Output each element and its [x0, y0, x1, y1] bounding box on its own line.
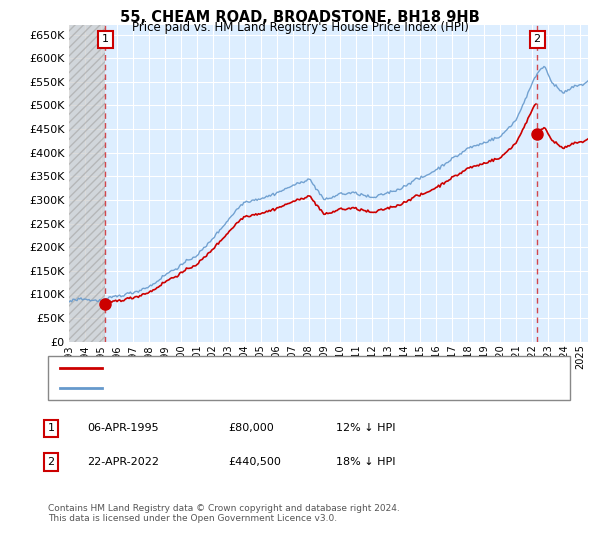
- Text: 55, CHEAM ROAD, BROADSTONE, BH18 9HB (detached house): 55, CHEAM ROAD, BROADSTONE, BH18 9HB (de…: [111, 363, 436, 373]
- Text: 12% ↓ HPI: 12% ↓ HPI: [336, 423, 395, 433]
- Text: 55, CHEAM ROAD, BROADSTONE, BH18 9HB: 55, CHEAM ROAD, BROADSTONE, BH18 9HB: [120, 10, 480, 25]
- Text: £80,000: £80,000: [228, 423, 274, 433]
- Text: Contains HM Land Registry data © Crown copyright and database right 2024.
This d: Contains HM Land Registry data © Crown c…: [48, 504, 400, 524]
- Text: 2: 2: [533, 34, 541, 44]
- Text: 18% ↓ HPI: 18% ↓ HPI: [336, 457, 395, 467]
- Text: 1: 1: [47, 423, 55, 433]
- Text: 22-APR-2022: 22-APR-2022: [87, 457, 159, 467]
- Text: 06-APR-1995: 06-APR-1995: [87, 423, 158, 433]
- Text: HPI: Average price, detached house, Bournemouth Christchurch and Poole: HPI: Average price, detached house, Bour…: [111, 383, 499, 393]
- Text: 2: 2: [47, 457, 55, 467]
- Bar: [69, 25, 105, 342]
- Text: £440,500: £440,500: [228, 457, 281, 467]
- Text: Price paid vs. HM Land Registry's House Price Index (HPI): Price paid vs. HM Land Registry's House …: [131, 21, 469, 34]
- Text: 1: 1: [102, 34, 109, 44]
